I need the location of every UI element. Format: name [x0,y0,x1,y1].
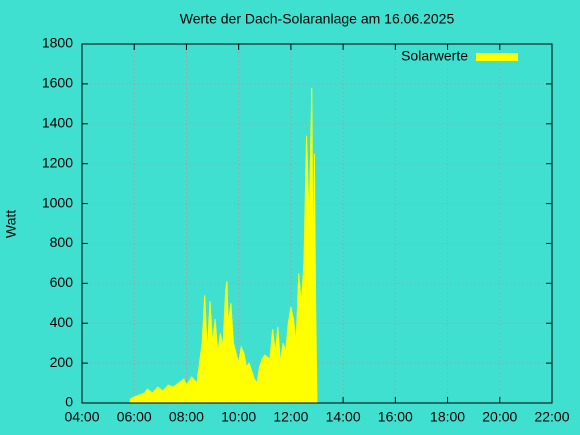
x-tick-label: 04:00 [64,409,99,425]
y-tick-label: 1200 [42,154,73,170]
x-tick-label: 18:00 [430,409,465,425]
x-tick-label: 16:00 [378,409,413,425]
legend-label: Solarwerte [401,48,468,64]
y-tick-label: 0 [65,394,73,410]
y-tick-label: 600 [50,274,74,290]
y-tick-label: 400 [50,314,74,330]
y-tick-label: 1400 [42,114,73,130]
area [129,87,318,404]
plot-frame [81,43,553,404]
y-tick-label: 1800 [42,35,73,51]
y-axis-label: Watt [3,210,19,238]
x-tick-label: 22:00 [534,409,569,425]
chart-title: Werte der Dach-Solaranlage am 16.06.2025 [180,11,455,27]
x-tick-label: 08:00 [169,409,204,425]
y-tick-label: 1600 [42,75,73,91]
x-tick-label: 06:00 [117,409,152,425]
x-tick-label: 12:00 [273,409,308,425]
x-tick-label: 10:00 [221,409,256,425]
x-tick-label: 14:00 [326,409,361,425]
y-tick-label: 1000 [42,194,73,210]
y-tick-label: 800 [50,234,74,250]
legend-swatch [476,53,518,61]
x-tick-label: 20:00 [482,409,517,425]
y-tick-label: 200 [50,354,74,370]
